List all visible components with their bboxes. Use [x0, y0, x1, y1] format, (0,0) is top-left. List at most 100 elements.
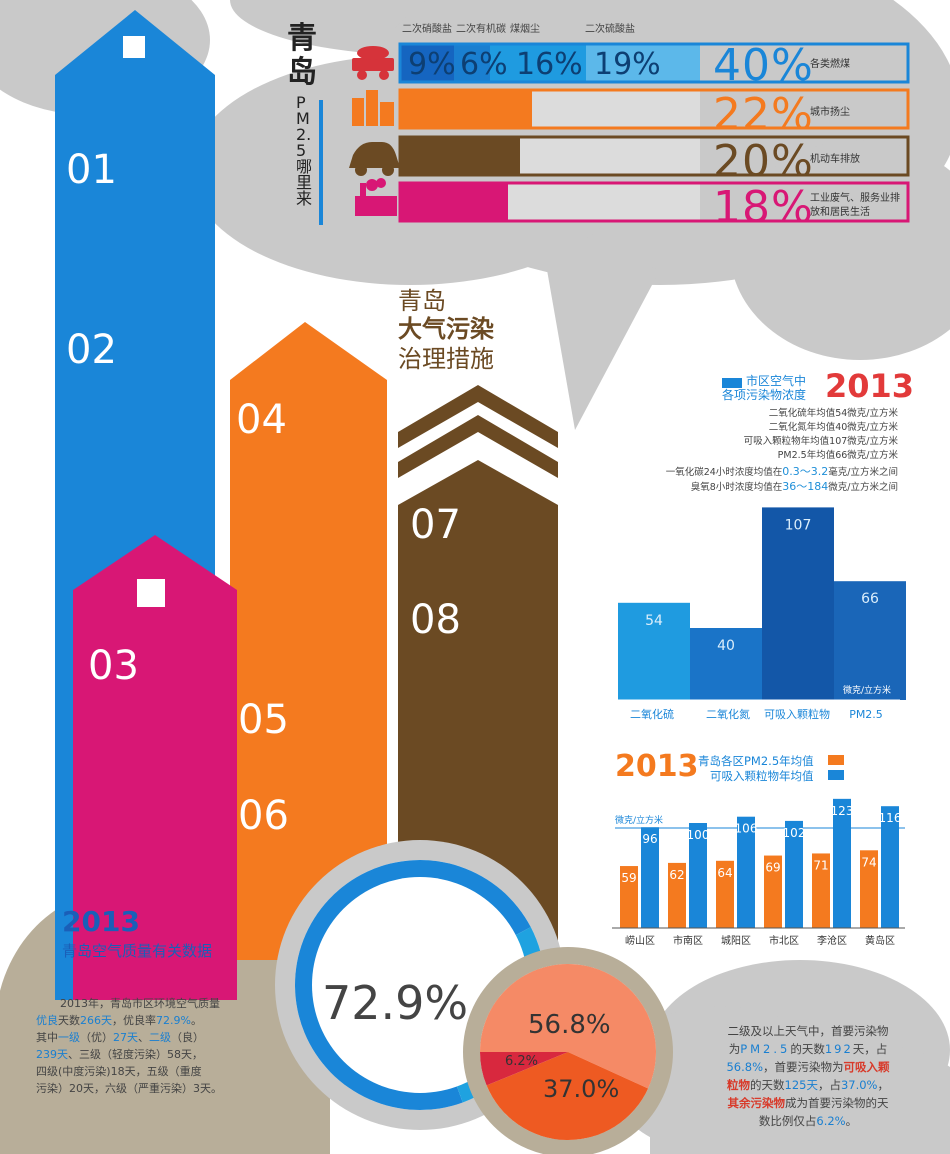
buildings-icon	[352, 90, 394, 126]
arrow-magenta	[73, 535, 237, 1000]
chart1-value-3: 66	[861, 591, 879, 607]
chart2-bar-1-2	[737, 816, 755, 928]
fact-pm10: 可吸入颗粒物年均值107微克/立方米	[743, 436, 898, 447]
fact-so2: 二氧化硫年均值54微克/立方米	[768, 408, 898, 419]
fact-o3-pre: 臭氧8小时浓度均值在	[690, 482, 783, 493]
sources-title-main: 青岛	[287, 21, 317, 90]
chart1-label-2: 可吸入颗粒物	[764, 707, 830, 721]
source-label-vehicle: 机动车排放	[810, 154, 860, 165]
source-sub-bar-1	[454, 44, 490, 82]
car-icon	[349, 142, 400, 176]
sub-label-coal-dust: 煤烟尘	[510, 24, 540, 35]
sources-title-sub: PM2.5哪里来	[296, 93, 313, 208]
measures-title-line2: 大气污染	[398, 315, 494, 343]
arrow-number-04: 04	[236, 397, 287, 443]
chart1-value-2: 107	[785, 517, 812, 533]
source-sub-bar-0	[400, 44, 454, 82]
chart2-bar-0-3	[764, 855, 782, 928]
chart2-legend-pm10: 可吸入颗粒物年均值	[710, 769, 814, 783]
source-label-dust: 城市扬尘	[810, 107, 850, 118]
pollutants-line-2: 为PM2.5的天数192天，占	[728, 1042, 888, 1056]
source-bar-frame-3	[398, 181, 910, 223]
summary-line-6: 污染）20天，六级（严重污染）3天。	[36, 1082, 222, 1095]
arrow-number-08: 08	[410, 597, 461, 643]
pie-label-pm25: 56.8%	[528, 1010, 611, 1040]
title-bar	[319, 100, 323, 225]
chart2-year: 2013	[615, 749, 699, 784]
summary-text: 2013年，青岛市区环境空气质量 优良天数266天，优良率72.9%。 其中一级…	[36, 995, 268, 1097]
chart1-label-1: 二氧化氮	[706, 707, 750, 721]
chart2-label-5: 黄岛区	[865, 934, 895, 947]
chart2-label-1: 市南区	[673, 934, 703, 947]
pollutants-line-4: 粒物的天数125天，占37.0%，	[727, 1078, 889, 1092]
summary-year: 2013	[62, 905, 140, 938]
source-bar-frame-2	[398, 135, 910, 177]
chart2-value-0-2: 64	[717, 866, 732, 880]
pollutants-line-3: 56.8%，首要污染物为可吸入颗	[726, 1060, 890, 1074]
chart2-value-0-0: 59	[621, 871, 636, 885]
summary-title: 青岛空气质量有关数据	[62, 942, 213, 960]
chart2-bar-1-3	[785, 820, 803, 928]
chart2-label-0: 崂山区	[625, 935, 655, 947]
chart1-label-3: PM2.5	[849, 708, 883, 721]
chart2-label-4: 李沧区	[817, 934, 847, 947]
arrow-number-06: 06	[238, 793, 289, 839]
chart1-label-0: 二氧化硫	[630, 707, 674, 721]
fact-co-range: 0.3～3.2	[782, 465, 829, 478]
arrow-blue-window	[123, 36, 145, 58]
chart2-value-1-3: 102	[783, 826, 806, 840]
pie-pollutants	[463, 947, 673, 1154]
source-sub-bar-2	[490, 44, 586, 82]
legend-swatch-pm10	[828, 770, 844, 780]
chart1-unit: 微克/立方米	[843, 686, 892, 696]
source-label-industry: 工业废气、服务业排放和居民生活	[810, 193, 900, 218]
chart2-value-1-5: 116	[879, 811, 902, 825]
chart1-bar-2	[762, 507, 834, 700]
fact-pm25: PM2.5年均值66微克/立方米	[777, 450, 898, 461]
facts-list: 二氧化硫年均值54微克/立方米 二氧化氮年均值40微克/立方米 可吸入颗粒物年均…	[666, 407, 898, 495]
right-cloud	[610, 960, 950, 1154]
donut-air-quality-label: 72.9%	[322, 976, 469, 1030]
sub-value-organic-carbon: 6%	[460, 47, 508, 82]
chart2-bar-0-2	[716, 860, 734, 928]
arrow-number-02: 02	[66, 327, 117, 373]
factory-icon	[355, 178, 397, 216]
chart1-value-1: 40	[717, 638, 735, 654]
pie-segment-2	[480, 1052, 568, 1086]
chart2-bar-1-4	[833, 798, 851, 928]
sub-label-sulfate: 二次硫酸盐	[585, 24, 635, 35]
chart2-bar-0-5	[860, 850, 878, 928]
fact-o3: 臭氧8小时浓度均值在36～184微克/立方米之间	[666, 480, 898, 495]
coal-cart-icon	[352, 46, 394, 80]
pie-segment-1	[486, 1052, 649, 1141]
chart1-bar-1	[690, 628, 762, 700]
source-pct-industry: 18%	[713, 182, 814, 233]
fact-o3-post: 微克/立方米之间	[828, 482, 898, 493]
chart2-value-1-2: 106	[735, 822, 758, 836]
legend-swatch-pm25	[828, 755, 844, 765]
measures-title-line3: 治理措施	[398, 345, 494, 373]
chart2-value-0-4: 71	[813, 858, 828, 872]
facts-head-line1: 市区空气中	[746, 374, 807, 388]
fact-co-pre: 一氧化碳24小时浓度均值在	[665, 467, 783, 478]
arrow-number-01: 01	[66, 147, 117, 193]
source-bar-frame-0	[398, 42, 910, 84]
source-bar-fill-1	[400, 90, 532, 128]
source-bar-fill-3	[400, 183, 508, 221]
measures-title-line1: 青岛	[398, 287, 446, 315]
pie-label-pm10: 37.0%	[543, 1075, 620, 1103]
chart2-value-0-1: 62	[669, 868, 684, 882]
pollutants-line-5: 其余污染物成为首要污染物的天	[727, 1096, 889, 1110]
chart2-bar-1-5	[881, 806, 899, 928]
facts-head-line2: 各项污染物浓度	[722, 388, 807, 402]
chart2-bar-1-0	[641, 827, 659, 928]
facts-header-swatch	[722, 378, 742, 388]
chart2-value-0-5: 74	[861, 855, 876, 869]
pollutants-text: 二级及以上天气中，首要污染物 为PM2.5的天数192天，占 56.8%，首要污…	[693, 1022, 923, 1130]
source-pct-vehicle: 20%	[713, 136, 814, 187]
chart2-value-1-0: 96	[642, 832, 657, 846]
chart2-legend-pm25: 青岛各区PM2.5年均值	[698, 754, 814, 768]
chart2-bar-0-1	[668, 862, 686, 928]
sub-label-organic-carbon: 二次有机碳	[456, 24, 506, 35]
facts-year: 2013	[825, 367, 915, 405]
